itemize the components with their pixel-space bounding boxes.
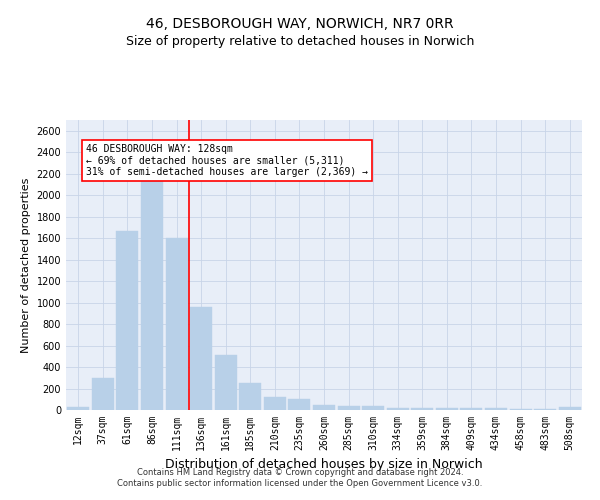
Y-axis label: Number of detached properties: Number of detached properties — [21, 178, 31, 352]
Text: Size of property relative to detached houses in Norwich: Size of property relative to detached ho… — [126, 35, 474, 48]
X-axis label: Distribution of detached houses by size in Norwich: Distribution of detached houses by size … — [165, 458, 483, 471]
Bar — [289, 400, 310, 410]
Bar — [436, 408, 458, 410]
Bar — [460, 408, 482, 410]
Bar — [485, 408, 507, 410]
Bar — [264, 397, 286, 410]
Bar — [190, 307, 212, 410]
Bar — [313, 404, 335, 410]
Text: 46, DESBOROUGH WAY, NORWICH, NR7 0RR: 46, DESBOROUGH WAY, NORWICH, NR7 0RR — [146, 18, 454, 32]
Bar — [215, 355, 237, 410]
Bar — [67, 408, 89, 410]
Bar — [239, 383, 262, 410]
Bar — [116, 230, 139, 410]
Bar — [141, 179, 163, 410]
Bar — [362, 406, 384, 410]
Text: 46 DESBOROUGH WAY: 128sqm
← 69% of detached houses are smaller (5,311)
31% of se: 46 DESBOROUGH WAY: 128sqm ← 69% of detac… — [86, 144, 368, 177]
Bar — [92, 378, 114, 410]
Text: Contains HM Land Registry data © Crown copyright and database right 2024.
Contai: Contains HM Land Registry data © Crown c… — [118, 468, 482, 487]
Bar — [166, 238, 188, 410]
Bar — [386, 408, 409, 410]
Bar — [411, 408, 433, 410]
Bar — [559, 408, 581, 410]
Bar — [338, 406, 359, 410]
